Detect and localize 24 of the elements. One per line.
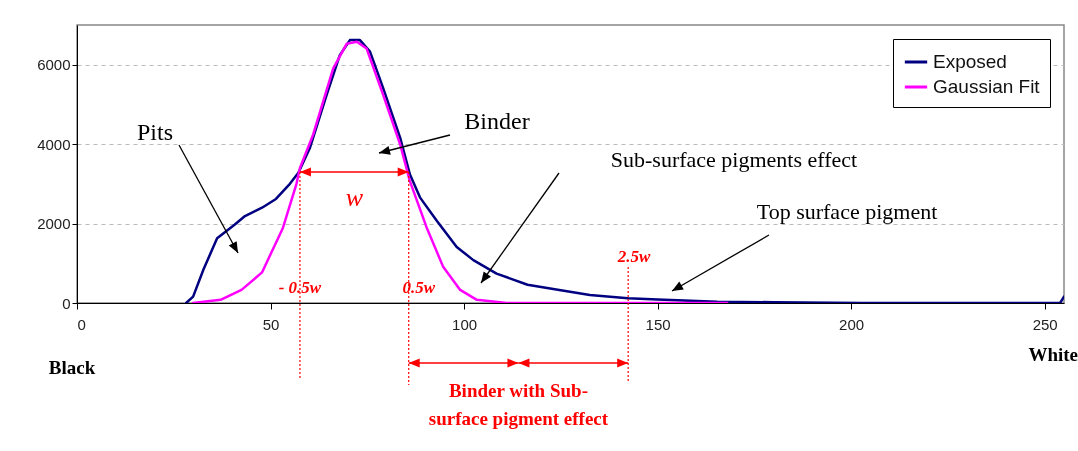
annotation: w bbox=[345, 183, 364, 212]
legend-label: Exposed bbox=[933, 51, 1007, 72]
y-tick-label: 0 bbox=[62, 294, 71, 312]
x-tick-label: 100 bbox=[452, 315, 478, 333]
x-tick-label: 200 bbox=[839, 315, 865, 333]
y-tick-label: 6000 bbox=[37, 56, 71, 74]
text: Binder with Sub-surface pigment effect bbox=[428, 380, 609, 429]
text: Black bbox=[48, 357, 96, 378]
annotation: Top surface pigment bbox=[756, 199, 938, 224]
x-tick-label: 250 bbox=[1032, 315, 1058, 333]
y-tick-label: 4000 bbox=[37, 135, 71, 153]
annotation: Binder bbox=[464, 108, 530, 134]
legend-label: Gaussian Fit bbox=[933, 76, 1041, 97]
annotation: Sub-surface pigments effect bbox=[610, 147, 858, 172]
ref-line-label: 0.5w bbox=[402, 278, 436, 297]
x-tick-label: 0 bbox=[77, 315, 86, 333]
y-tick-label: 2000 bbox=[37, 215, 71, 233]
text: White bbox=[1028, 344, 1078, 365]
ref-line-label: 2.5w bbox=[616, 247, 652, 266]
x-tick-label: 150 bbox=[645, 315, 671, 333]
line-series bbox=[184, 38, 1064, 303]
x-tick-label: 50 bbox=[262, 315, 280, 333]
annotation: Pits bbox=[136, 119, 174, 145]
ref-line-label: - 0.5w bbox=[278, 278, 322, 297]
